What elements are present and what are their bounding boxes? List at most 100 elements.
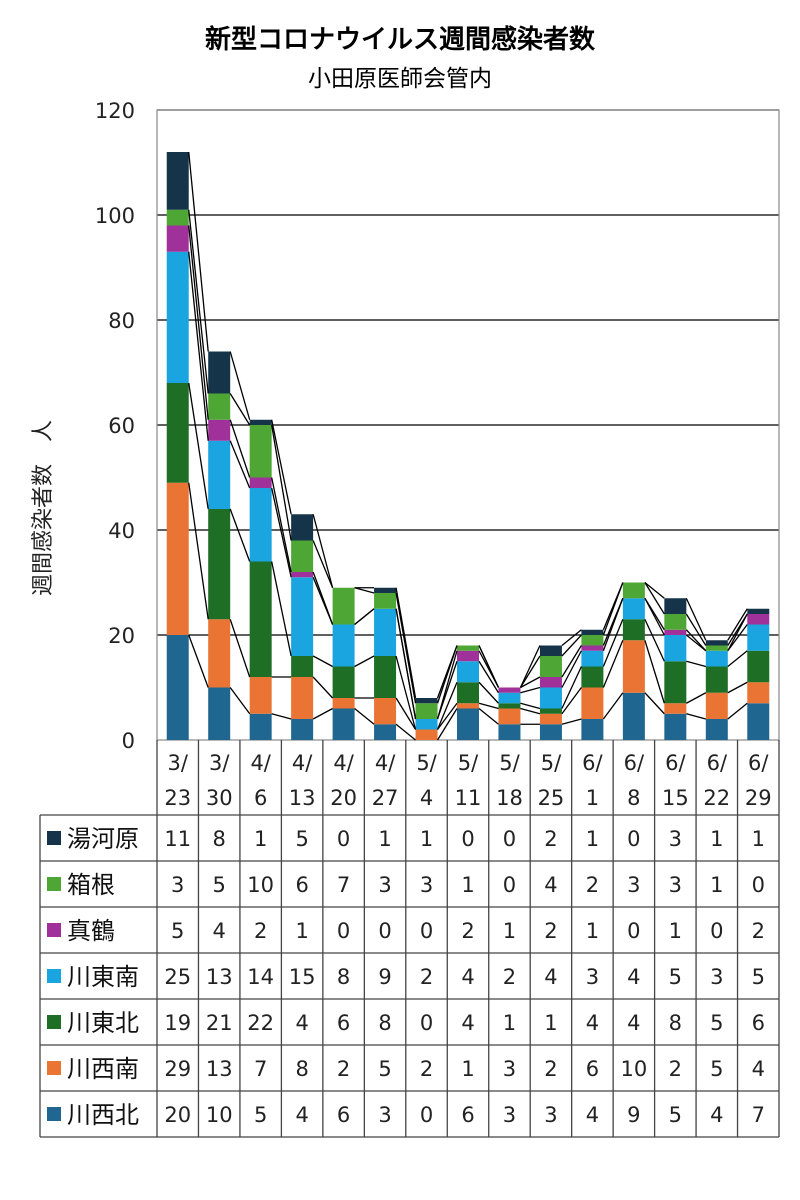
data-table-cell: 8 [337,965,350,989]
data-table-cell: 1 [503,919,516,943]
bar-segment [208,509,231,620]
series-connector-line [644,618,665,662]
bar-segment [249,419,272,425]
bar-segment [415,729,438,740]
series-connector-line [354,655,375,668]
legend-label: 箱根 [67,871,115,899]
bar-segment [539,724,562,740]
category-month-label: 4/ [333,751,354,775]
data-table-cell: 3 [503,1103,516,1127]
data-table-cell: 4 [586,1011,599,1035]
legend-swatch [47,831,61,845]
data-table-cell: 5 [710,1011,723,1035]
data-table-cell: 4 [627,1011,640,1035]
data-table-cell: 5 [669,1103,682,1127]
bar-segment [664,713,687,740]
series-connector-line [520,686,541,694]
series-connector-line [229,351,251,420]
bar-segment [208,419,231,441]
y-axis-label: 週間感染者数 人 [31,420,56,596]
data-table-cell: 10 [620,1057,647,1081]
bar-segment [332,666,355,698]
chart-subtitle: 小田原医師会管内 [308,66,492,92]
data-table-cell: 1 [544,1011,557,1035]
category-day-label: 30 [206,786,233,810]
series-connector-line [727,650,748,668]
bar-segment [374,587,397,593]
data-table-cell: 7 [752,1103,765,1127]
data-table-cell: 0 [420,1011,433,1035]
category-day-label: 15 [662,786,689,810]
bar-segment [664,614,687,630]
series-connector-line [271,424,292,541]
data-table-cell: 0 [337,827,350,851]
data-table-cell: 0 [420,1103,433,1127]
data-table-cell: 8 [378,1011,391,1035]
bar-segment [539,645,562,656]
category-month-label: 3/ [209,751,230,775]
bar-segment [457,650,479,662]
series-connector-line [602,598,624,646]
series-connector-line [520,676,541,689]
data-table-cell: 0 [337,919,350,943]
bar-segment [747,650,770,683]
bar-segment [208,619,231,688]
data-table-cell: 20 [164,1103,191,1127]
series-connector-line [520,702,541,710]
data-table-cell: 1 [503,1011,516,1035]
category-day-label: 22 [703,786,730,810]
bar-segment [539,708,562,714]
bar-segment [249,425,272,478]
bar-segment [166,251,189,383]
series-connector-line [561,687,582,715]
data-table-cell: 3 [544,1103,557,1127]
bar-segment [291,514,314,541]
data-table-cell: 0 [378,919,391,943]
legend-swatch [47,877,61,891]
series-connector-line [644,597,665,631]
bar-segment [581,629,604,635]
legend-label: 川西南 [67,1055,139,1083]
legend-label: 川西北 [67,1101,139,1129]
series-connector-line [561,718,582,725]
data-table-cell: 22 [247,1011,274,1035]
series-connector-line [644,581,665,599]
data-table-cell: 29 [164,1057,191,1081]
data-table-cell: 1 [420,827,433,851]
series-connector-line [685,597,707,641]
bar-segment [374,593,397,609]
bar-segment [498,724,521,740]
series-lines [188,151,748,741]
data-table-cell: 2 [544,919,557,943]
data-table-cell: 4 [710,1103,723,1127]
data-table-cell: 3 [378,873,391,897]
series-connector-line [686,713,706,720]
bar-segment [332,708,355,740]
bar-segment [291,719,314,740]
bar-segment [705,640,728,646]
series-connector-line [436,650,458,720]
series-connector-line [478,645,500,688]
bar-segment [291,540,314,572]
data-table-cell: 9 [378,965,391,989]
bar-segment [705,666,728,693]
bar-segment [705,692,728,719]
series-connector-line [436,708,458,741]
data-table-cell: 10 [206,1103,233,1127]
category-day-label: 8 [627,786,640,810]
data-table-cell: 3 [627,873,640,897]
series-connector-line [478,702,499,710]
data-table-cell: 2 [544,827,557,851]
category-month-label: 4/ [292,751,313,775]
category-day-label: 27 [372,786,399,810]
bar-segment [166,635,189,740]
series-connector-line [395,723,416,741]
bar-segment [539,713,562,725]
data-table-cell: 0 [752,873,765,897]
series-connector-line [561,645,582,678]
bar-segment [539,677,562,688]
series-connector-line [271,561,292,657]
data-table-cell: 11 [164,827,191,851]
category-month-label: 6/ [748,751,769,775]
category-month-label: 4/ [250,751,271,775]
